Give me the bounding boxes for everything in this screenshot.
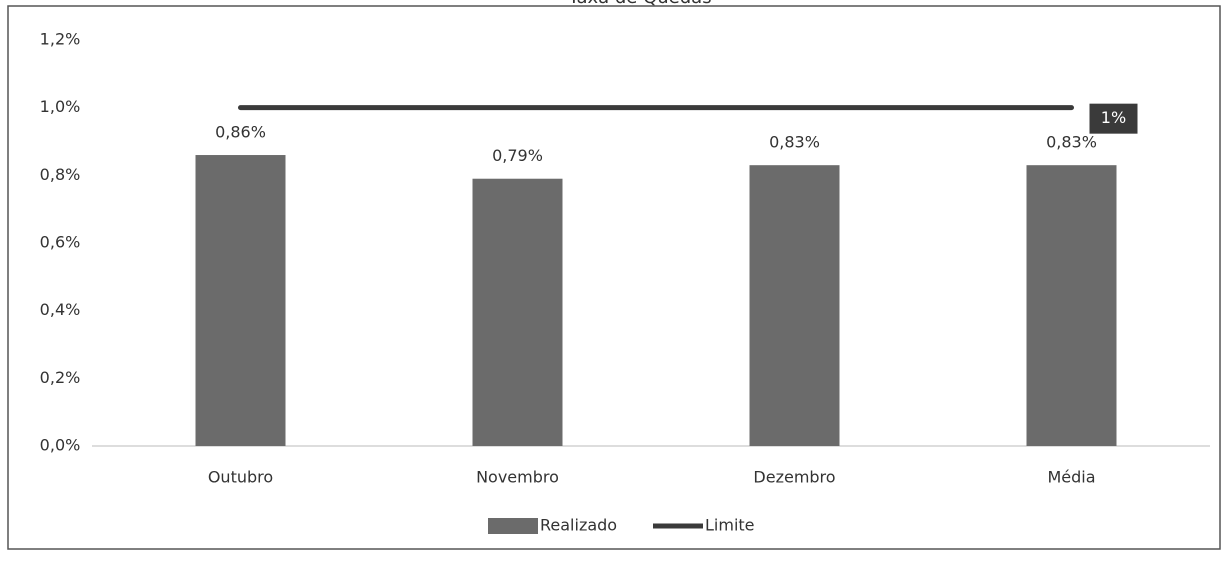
- data-label: 0,79%: [492, 146, 543, 165]
- x-tick-label: Novembro: [476, 468, 559, 487]
- bar: [1026, 165, 1117, 446]
- bar: [749, 165, 840, 446]
- data-label: 0,83%: [1046, 133, 1097, 152]
- y-tick-label: 0,8%: [40, 165, 81, 184]
- data-label-box: [1089, 103, 1138, 134]
- data-label: 0,83%: [769, 133, 820, 152]
- legend-label: Realizado: [540, 516, 617, 535]
- x-tick-label: Média: [1047, 468, 1095, 487]
- y-tick-label: 1,0%: [40, 97, 81, 116]
- chart-title: Taxa de Quedas: [567, 0, 711, 8]
- data-label: 1%: [1101, 108, 1126, 127]
- legend-swatch: [488, 518, 538, 534]
- y-tick-label: 1,2%: [40, 30, 81, 49]
- y-tick-label: 0,6%: [40, 233, 81, 252]
- x-tick-label: Dezembro: [753, 468, 835, 487]
- y-tick-label: 0,0%: [40, 436, 81, 455]
- y-tick-label: 0,4%: [40, 300, 81, 319]
- y-tick-label: 0,2%: [40, 368, 81, 387]
- data-label: 0,86%: [215, 123, 266, 142]
- bar: [195, 155, 286, 447]
- bar: [472, 178, 563, 446]
- chart-border: [7, 5, 1221, 550]
- x-tick-label: Outubro: [208, 468, 273, 487]
- legend-label: Limite: [705, 516, 755, 535]
